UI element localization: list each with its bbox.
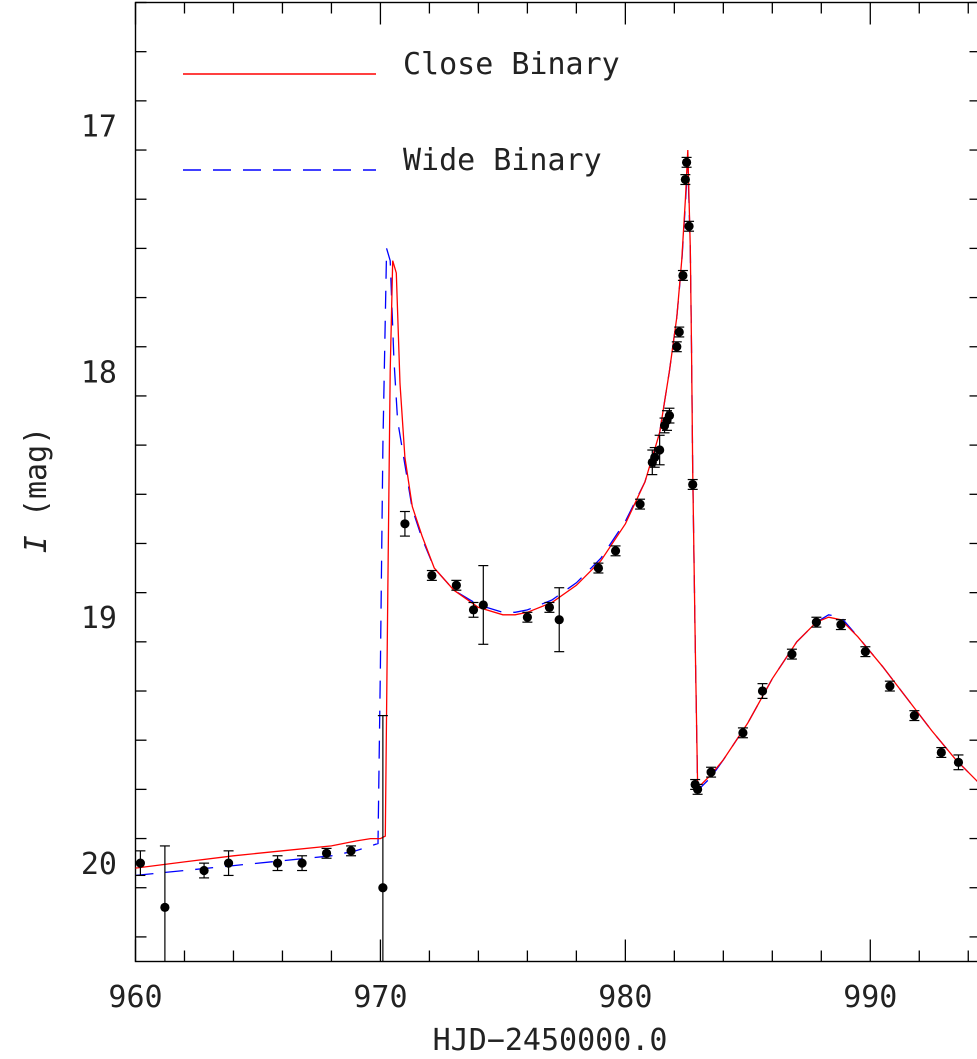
data-point	[554, 615, 564, 625]
data-point	[811, 617, 821, 627]
y-axis-label: I (mag)	[19, 427, 54, 553]
data-point	[400, 519, 410, 529]
y-tick-label: 19	[81, 601, 117, 636]
data-points	[135, 156, 964, 962]
data-point	[468, 605, 479, 615]
x-tick-label: 960	[108, 980, 162, 1015]
legend-label-wide-binary: Wide Binary	[403, 143, 602, 178]
data-point	[693, 784, 703, 794]
data-point	[836, 620, 846, 630]
data-point	[909, 711, 919, 721]
data-point	[757, 686, 768, 696]
data-point	[738, 728, 748, 738]
data-point	[650, 452, 660, 463]
data-point	[688, 479, 698, 490]
data-point	[297, 858, 307, 868]
axis-ticks	[134, 1, 977, 962]
plot-frame	[134, 1, 977, 963]
data-point	[522, 612, 532, 622]
data-point	[346, 846, 356, 856]
data-point	[610, 546, 621, 556]
data-point	[427, 570, 437, 581]
data-point	[706, 767, 716, 777]
data-point	[885, 681, 895, 691]
data-point	[544, 602, 555, 613]
data-point	[674, 327, 684, 337]
x-tick-labels: 960 970 980 990	[108, 980, 897, 1015]
data-point	[378, 883, 388, 893]
data-point	[655, 445, 665, 455]
data-point	[672, 342, 682, 352]
data-point	[593, 563, 604, 573]
data-point	[451, 580, 461, 590]
data-point	[680, 174, 690, 185]
data-point	[135, 858, 145, 868]
data-point	[223, 858, 234, 868]
model-curves	[135, 149, 977, 877]
x-tick-label: 990	[843, 980, 897, 1015]
data-point	[936, 747, 946, 758]
legend-label-close-binary: Close Binary	[403, 47, 620, 82]
y-tick-label: 18	[81, 355, 117, 390]
y-tick-label: 20	[81, 847, 117, 882]
y-tick-labels: 17 18 19 20	[81, 109, 117, 882]
x-axis-label: HJD−2450000.0	[433, 1023, 668, 1058]
data-point	[635, 499, 645, 509]
data-point	[160, 902, 170, 913]
data-point	[953, 757, 964, 767]
legend: Close Binary Wide Binary	[183, 47, 620, 178]
data-point	[860, 647, 870, 657]
data-point	[321, 848, 332, 858]
close-binary-curve	[135, 149, 977, 869]
y-axis-label-unit: (mag)	[19, 427, 54, 535]
data-point	[684, 221, 694, 231]
y-axis-label-symbol: I	[19, 535, 54, 553]
data-point	[787, 649, 797, 659]
data-point	[681, 157, 692, 167]
data-point	[664, 411, 675, 421]
x-tick-label: 980	[598, 980, 652, 1015]
data-point	[478, 600, 488, 610]
data-point	[272, 858, 283, 868]
data-point	[678, 270, 688, 281]
wide-binary-curve	[135, 162, 977, 877]
data-point	[199, 865, 209, 876]
y-tick-label: 17	[81, 109, 117, 144]
x-tick-label: 970	[353, 980, 407, 1015]
